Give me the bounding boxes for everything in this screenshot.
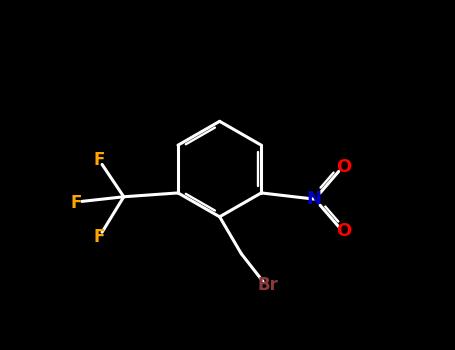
Text: O: O	[336, 222, 351, 240]
Text: Br: Br	[257, 275, 278, 294]
Text: F: F	[93, 151, 105, 169]
Text: N: N	[306, 190, 321, 208]
Text: F: F	[70, 194, 81, 212]
Text: O: O	[336, 158, 351, 176]
Text: F: F	[93, 228, 105, 246]
